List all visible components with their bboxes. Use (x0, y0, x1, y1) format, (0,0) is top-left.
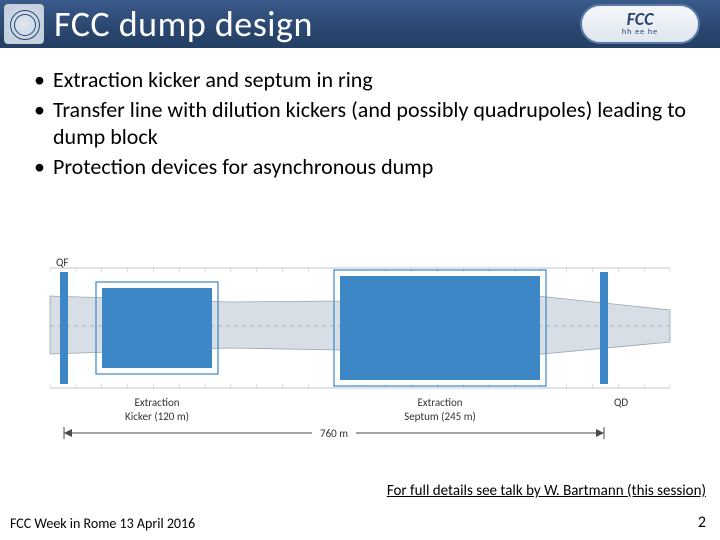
bullet-text: Transfer line with dilution kickers (and… (53, 96, 692, 151)
slide-title: FCC dump design (54, 2, 313, 46)
bullet-text: Protection devices for asynchronous dump (53, 153, 692, 181)
beamline-diagram: QFExtractionKicker (120 m)ExtractionSept… (40, 248, 680, 448)
page-number: 2 (698, 513, 706, 532)
bullet-dot-icon: • (34, 96, 45, 151)
title-banner: FCC dump design FCC hh ee he (0, 0, 720, 48)
fcc-logo-main: FCC (627, 11, 654, 27)
cern-logo (4, 4, 44, 44)
bullet-item: • Extraction kicker and septum in ring (34, 66, 692, 94)
svg-text:Septum (245 m): Septum (245 m) (404, 410, 476, 423)
bullet-dot-icon: • (34, 153, 45, 181)
details-note: For full details see talk by W. Bartmann… (387, 482, 706, 500)
fcc-logo-sub: hh ee he (622, 27, 658, 37)
bullet-text: Extraction kicker and septum in ring (53, 66, 692, 94)
bullet-list: • Extraction kicker and septum in ring •… (0, 48, 720, 180)
footer-text: FCC Week in Rome 13 April 2016 (10, 515, 195, 532)
fcc-logo: FCC hh ee he (580, 4, 700, 44)
svg-text:QF: QF (56, 256, 68, 269)
svg-text:Kicker (120 m): Kicker (120 m) (125, 410, 189, 423)
svg-text:760 m: 760 m (320, 427, 348, 440)
bullet-dot-icon: • (34, 66, 45, 94)
bullet-item: • Transfer line with dilution kickers (a… (34, 96, 692, 151)
svg-text:Extraction: Extraction (417, 396, 462, 409)
bullet-item: • Protection devices for asynchronous du… (34, 153, 692, 181)
svg-text:QD: QD (614, 396, 628, 409)
svg-text:Extraction: Extraction (134, 396, 179, 409)
